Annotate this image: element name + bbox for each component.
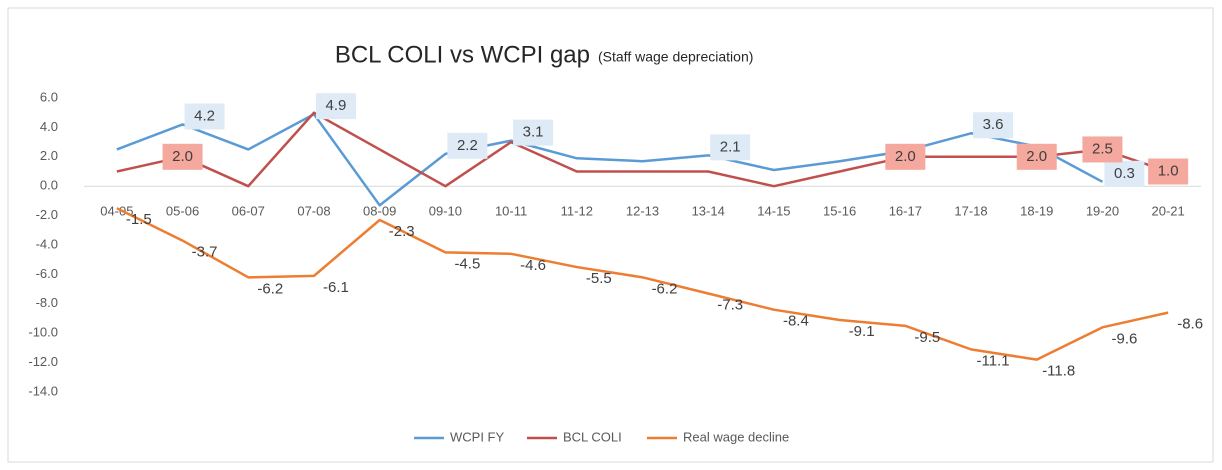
data-label: -8.6 bbox=[1177, 316, 1203, 333]
data-label-bg bbox=[1016, 143, 1057, 170]
y-tick-label: -14.0 bbox=[28, 383, 58, 398]
data-label: 2.0 bbox=[1026, 148, 1047, 165]
data-label: 3.6 bbox=[983, 116, 1004, 133]
data-label: 4.2 bbox=[194, 107, 215, 124]
data-label: 4.9 bbox=[326, 97, 347, 114]
data-label: 0.3 bbox=[1114, 165, 1135, 182]
x-tick-label: 09-10 bbox=[429, 204, 462, 219]
data-label: -4.5 bbox=[454, 255, 480, 272]
data-label-bg bbox=[973, 112, 1014, 139]
data-label: 2.0 bbox=[895, 148, 916, 165]
x-tick-label: 10-11 bbox=[495, 204, 527, 219]
data-label: -7.3 bbox=[717, 296, 743, 313]
y-tick-label: -4.0 bbox=[36, 236, 58, 251]
x-tick-label: 16-17 bbox=[889, 204, 922, 219]
chart-subtitle: (Staff wage depreciation) bbox=[598, 49, 753, 65]
chart-title: BCL COLI vs WCPI gap bbox=[335, 41, 590, 68]
y-tick-label: -10.0 bbox=[28, 325, 58, 340]
data-label-bg bbox=[1148, 158, 1189, 185]
data-label-bg bbox=[1104, 160, 1145, 187]
data-label: -9.1 bbox=[849, 323, 875, 340]
legend-label: WCPI FY bbox=[450, 429, 504, 444]
series-line bbox=[116, 112, 1104, 207]
data-label: -11.8 bbox=[1042, 363, 1075, 380]
data-label: -3.7 bbox=[192, 244, 218, 261]
data-label: 2.1 bbox=[720, 138, 741, 155]
y-tick-label: -2.0 bbox=[36, 207, 58, 222]
data-label: 2.5 bbox=[1092, 140, 1113, 157]
legend-label: Real wage decline bbox=[683, 429, 789, 444]
legend-label: BCL COLI bbox=[563, 429, 622, 444]
y-tick-label: 4.0 bbox=[40, 119, 58, 134]
data-label: 2.0 bbox=[172, 148, 193, 165]
x-tick-label: 13-14 bbox=[692, 204, 725, 219]
x-tick-label: 07-08 bbox=[297, 204, 330, 219]
data-label-bg bbox=[447, 132, 488, 159]
data-label: -8.4 bbox=[783, 313, 809, 330]
data-label-bg bbox=[1082, 136, 1123, 163]
data-label-bg bbox=[513, 119, 554, 146]
y-tick-label: -12.0 bbox=[28, 354, 58, 369]
data-label-bg bbox=[710, 134, 751, 161]
data-label-bg bbox=[184, 103, 225, 130]
chart-frame bbox=[7, 7, 1214, 463]
y-tick-label: 0.0 bbox=[40, 178, 58, 193]
data-label: -6.1 bbox=[323, 279, 349, 296]
x-tick-label: 19-20 bbox=[1086, 204, 1119, 219]
data-label: -6.2 bbox=[257, 280, 283, 297]
data-label: -4.6 bbox=[520, 257, 546, 274]
x-tick-label: 11-12 bbox=[561, 204, 593, 219]
x-tick-label: 15-16 bbox=[823, 204, 856, 219]
x-tick-label: 08-09 bbox=[363, 204, 396, 219]
data-label: 2.2 bbox=[457, 137, 478, 154]
x-tick-label: 20-21 bbox=[1152, 204, 1185, 219]
data-label-bg bbox=[315, 93, 356, 120]
y-tick-label: 6.0 bbox=[40, 89, 58, 104]
data-label: -2.3 bbox=[389, 223, 415, 240]
data-label: -9.6 bbox=[1112, 330, 1138, 347]
data-label-bg bbox=[885, 143, 926, 170]
x-tick-label: 14-15 bbox=[757, 204, 790, 219]
x-tick-label: 18-19 bbox=[1020, 204, 1053, 219]
y-tick-label: 2.0 bbox=[40, 148, 58, 163]
data-label: -11.1 bbox=[976, 352, 1009, 369]
data-label: -1.5 bbox=[126, 211, 152, 228]
x-tick-label: 05-06 bbox=[166, 204, 199, 219]
series-line bbox=[116, 207, 1169, 361]
x-tick-label: 17-18 bbox=[954, 204, 987, 219]
data-label: -6.2 bbox=[652, 280, 678, 297]
data-label-bg bbox=[162, 143, 203, 170]
y-tick-label: -6.0 bbox=[36, 266, 58, 281]
data-label: 3.1 bbox=[523, 124, 544, 141]
data-label: -9.5 bbox=[914, 329, 940, 346]
x-tick-label: 06-07 bbox=[232, 204, 265, 219]
series-line bbox=[116, 111, 1169, 188]
x-tick-label: 12-13 bbox=[626, 204, 659, 219]
data-label: 1.0 bbox=[1158, 162, 1179, 179]
data-label: -5.5 bbox=[586, 270, 612, 287]
x-tick-label: 04-05 bbox=[100, 204, 133, 219]
y-tick-label: -8.0 bbox=[36, 295, 58, 310]
